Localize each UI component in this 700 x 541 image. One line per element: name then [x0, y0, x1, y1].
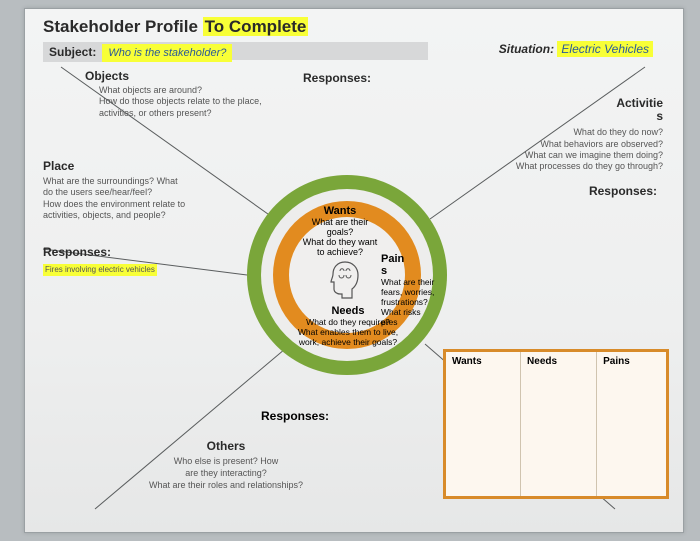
- wants-block: Wants What are their goals? What do they…: [295, 205, 385, 257]
- cell-wants[interactable]: [446, 371, 521, 496]
- col-pains: Pains: [597, 352, 666, 371]
- responses-left-body: Fires involving electric vehicles: [43, 264, 157, 276]
- worksheet-page: Stakeholder Profile To Complete Subject:…: [24, 8, 684, 533]
- situation-label: Situation:: [499, 42, 554, 56]
- page-title: Stakeholder Profile To Complete: [43, 17, 308, 37]
- responses-left: Responses: Fires involving electric vehi…: [43, 245, 193, 277]
- others-body: Who else is present? How are they intera…: [121, 455, 331, 491]
- subject-value: Who is the stakeholder?: [102, 44, 232, 62]
- col-wants: Wants: [446, 352, 521, 371]
- objects-q2: How do those objects relate to the place…: [99, 96, 285, 107]
- others-q1: Who else is present? How: [121, 455, 331, 467]
- head-brain-icon: [328, 259, 362, 299]
- needs-heading: Needs: [283, 305, 413, 317]
- activities-section: Activitie s What do they do now? What be…: [493, 97, 663, 172]
- responses-bottom: Responses:: [261, 409, 329, 423]
- objects-q3: activities, or others present?: [99, 108, 285, 119]
- title-highlight: To Complete: [203, 17, 309, 36]
- activities-body: What do they do now? What behaviors are …: [493, 127, 663, 172]
- place-q2: do the users see/hear/feel?: [43, 187, 223, 198]
- responses-top: Responses:: [303, 71, 371, 85]
- place-q4: activities, objects, and people?: [43, 210, 223, 221]
- place-q1: What are the surroundings? What: [43, 176, 223, 187]
- wants-heading: Wants: [295, 205, 385, 217]
- others-q2: are they interacting?: [121, 467, 331, 479]
- objects-section: Objects What objects are around? How do …: [85, 69, 285, 119]
- cell-needs[interactable]: [521, 371, 597, 496]
- subject-label: Subject:: [43, 42, 102, 62]
- wnp-table: Wants Needs Pains: [446, 352, 666, 496]
- place-section: Place What are the surroundings? What do…: [43, 159, 223, 221]
- responses-left-heading: Responses:: [43, 245, 193, 259]
- place-heading: Place: [43, 159, 223, 173]
- subject-row: Subject:Who is the stakeholder?: [43, 42, 232, 62]
- cell-pains[interactable]: [597, 371, 666, 496]
- others-section: Others Who else is present? How are they…: [121, 439, 331, 491]
- objects-heading: Objects: [85, 69, 285, 83]
- objects-body: What objects are around? How do those ob…: [99, 85, 285, 119]
- activities-q2: What behaviors are observed?: [493, 139, 663, 150]
- situation-value: Electric Vehicles: [557, 41, 653, 57]
- activities-q1: What do they do now?: [493, 127, 663, 138]
- activities-q4: What processes do they go through?: [493, 161, 663, 172]
- pains-heading: Pains: [381, 253, 461, 277]
- needs-block: Needs What do they require? What enables…: [283, 305, 413, 347]
- situation-row: Situation: Electric Vehicles: [499, 42, 653, 56]
- activities-q3: What can we imagine them doing?: [493, 150, 663, 161]
- place-q3: How does the environment relate to: [43, 199, 223, 210]
- objects-q1: What objects are around?: [99, 85, 285, 96]
- place-body: What are the surroundings? What do the u…: [43, 176, 223, 221]
- responses-right: Responses:: [589, 184, 657, 198]
- others-heading: Others: [121, 439, 331, 453]
- wants-needs-pains-table: Wants Needs Pains: [443, 349, 669, 499]
- others-q3: What are their roles and relationships?: [121, 479, 331, 491]
- title-prefix: Stakeholder Profile: [43, 17, 203, 36]
- col-needs: Needs: [521, 352, 597, 371]
- activities-heading: Activitie s: [493, 97, 663, 123]
